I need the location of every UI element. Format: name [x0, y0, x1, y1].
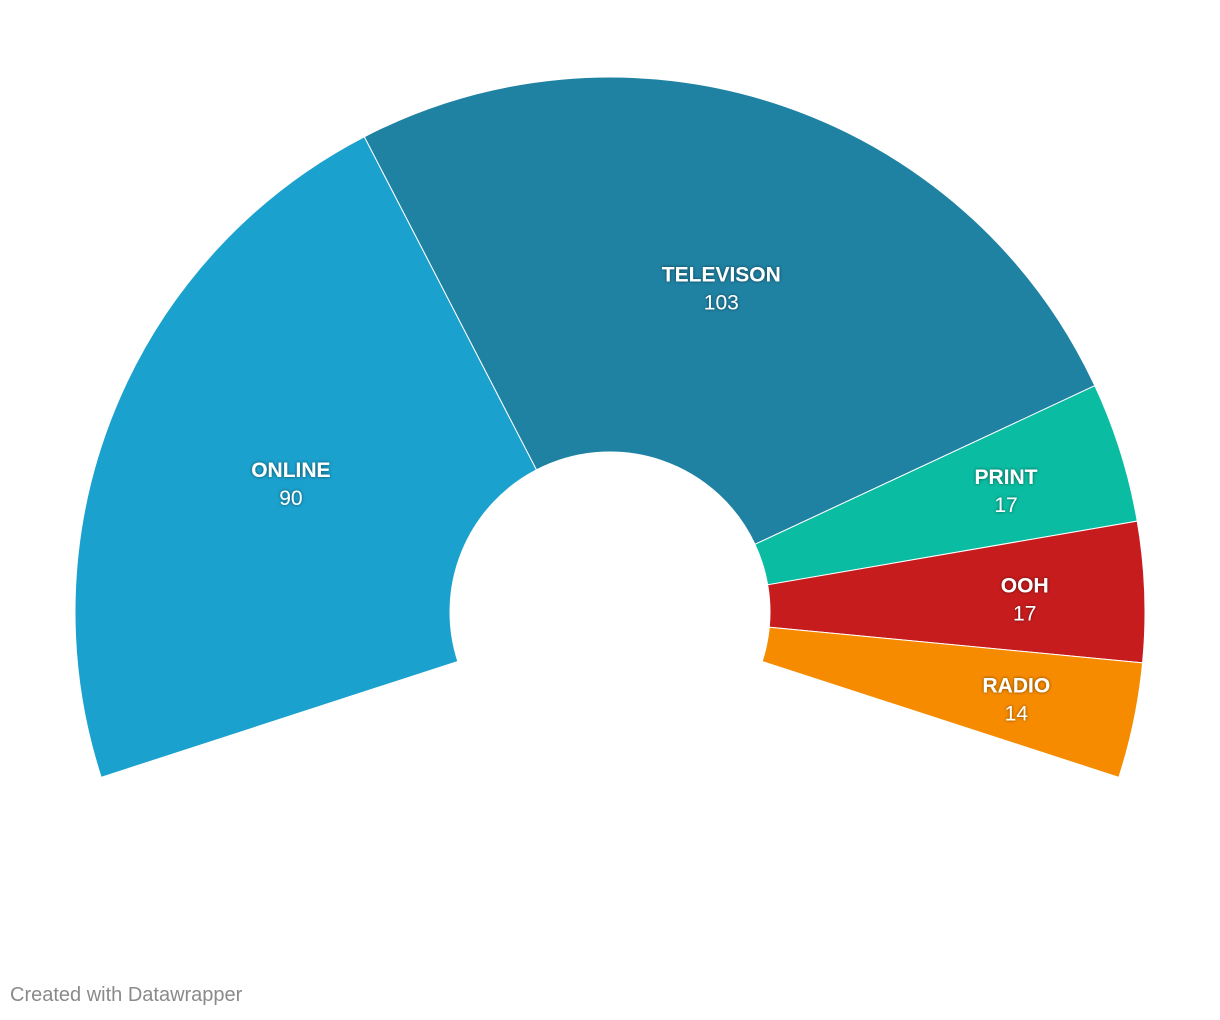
- slice-label-televison: TELEVISON: [662, 263, 781, 286]
- slice-online: [74, 136, 538, 778]
- slice-value-radio: 14: [1005, 702, 1029, 725]
- datawrapper-credit: Created with Datawrapper: [10, 984, 243, 1006]
- chart-segments: [74, 76, 1146, 778]
- slice-value-ooh: 17: [1013, 602, 1036, 625]
- slice-value-televison: 103: [704, 291, 739, 314]
- slice-televison: [363, 76, 1096, 545]
- slice-value-online: 90: [279, 487, 302, 510]
- slice-label-online: ONLINE: [251, 459, 330, 482]
- slice-value-print: 17: [994, 494, 1017, 517]
- slice-label-ooh: OOH: [1001, 574, 1049, 597]
- slice-label-print: PRINT: [975, 466, 1038, 489]
- slice-label-radio: RADIO: [983, 674, 1051, 697]
- chart-labels: ONLINE 90 TELEVISON 103 PRINT 17 OOH 17 RADIO 14: [251, 263, 1050, 725]
- semi-donut-chart: ONLINE 90 TELEVISON 103 PRINT 17 OOH 17 RADIO 14: [74, 76, 1146, 778]
- slice-radio: [761, 626, 1144, 778]
